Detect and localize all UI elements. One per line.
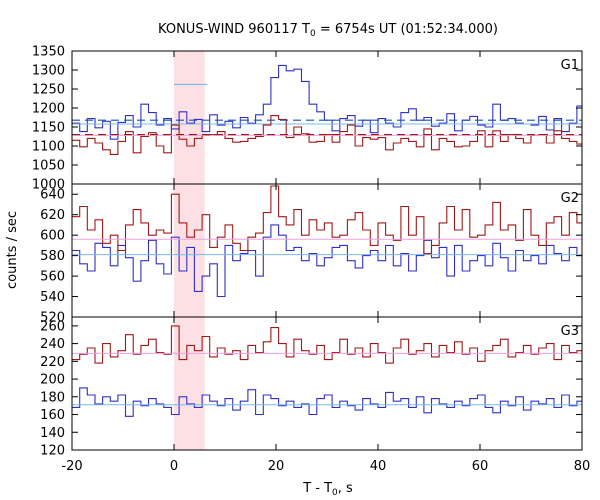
y-tick-label: 1250 [32, 83, 65, 98]
panels: 10001050110011501200125013001350G1520540… [32, 45, 590, 475]
y-tick-label: 240 [40, 337, 65, 352]
y-tick-label: 600 [40, 229, 65, 244]
panel-frame [71, 316, 583, 451]
y-tick-label: 1300 [32, 64, 65, 79]
panel-label: G2 [561, 191, 579, 206]
panel-label: G3 [561, 324, 579, 339]
x-tick-label: 40 [370, 459, 387, 474]
y-tick-label: 120 [40, 444, 65, 459]
x-tick-label: 0 [170, 459, 178, 474]
series-red-g3 [72, 325, 582, 364]
y-tick-label: 140 [40, 426, 65, 441]
y-tick-label: 520 [40, 311, 65, 326]
x-axis-label: T - T0, s [302, 481, 353, 498]
x-tick-label: -20 [61, 459, 82, 474]
panel-plot-area [72, 325, 582, 417]
series-blue-g1 [72, 64, 582, 140]
panel-label: G1 [561, 58, 579, 73]
x-tick-label: 80 [574, 459, 591, 474]
series-blue-g2 [72, 224, 582, 298]
series-red-g1 [72, 115, 582, 155]
panel-frame [71, 50, 583, 185]
panel-g2: 520 540 560 580 600 620 640 G2 [40, 183, 583, 326]
chart-title: KONUS-WIND 960117 T0 = 6754s UT (01:52:3… [158, 22, 498, 39]
y-tick-label: 620 [40, 208, 65, 223]
y-tick-label: 220 [40, 355, 65, 370]
panel-g3: 120 140 160 180 200 220 240 260 G3 [40, 316, 583, 459]
y-tick-label: 580 [40, 249, 65, 264]
y-tick-label: 1000 [32, 178, 65, 193]
y-tick-label: 1200 [32, 102, 65, 117]
x-tick-labels: -20 0 20 40 60 80 [61, 459, 590, 474]
y-tick-label: 260 [40, 319, 65, 334]
y-tick-label: 1350 [32, 45, 65, 60]
y-axis-label: counts / sec [5, 211, 20, 289]
x-tick-label: 60 [472, 459, 489, 474]
panel-plot-area [72, 64, 582, 155]
series-red-g2 [72, 185, 582, 255]
y-tick-label: 160 [40, 408, 65, 423]
y-tick-label: 1100 [32, 140, 65, 155]
y-tick-label: 540 [40, 290, 65, 305]
y-tick-label: 640 [40, 188, 65, 203]
series-blue-g3 [72, 387, 582, 417]
x-tick-label: 20 [268, 459, 285, 474]
y-tick-label: 560 [40, 270, 65, 285]
y-tick-label: 1050 [32, 159, 65, 174]
y-tick-label: 180 [40, 390, 65, 405]
y-tick-label: 1150 [32, 121, 65, 136]
y-tick-label: 200 [40, 373, 65, 388]
panel-g1: 1000 1050 1100 1150 1200 1250 1300 1350 G1 [32, 45, 583, 193]
panel-plot-area [72, 185, 582, 298]
